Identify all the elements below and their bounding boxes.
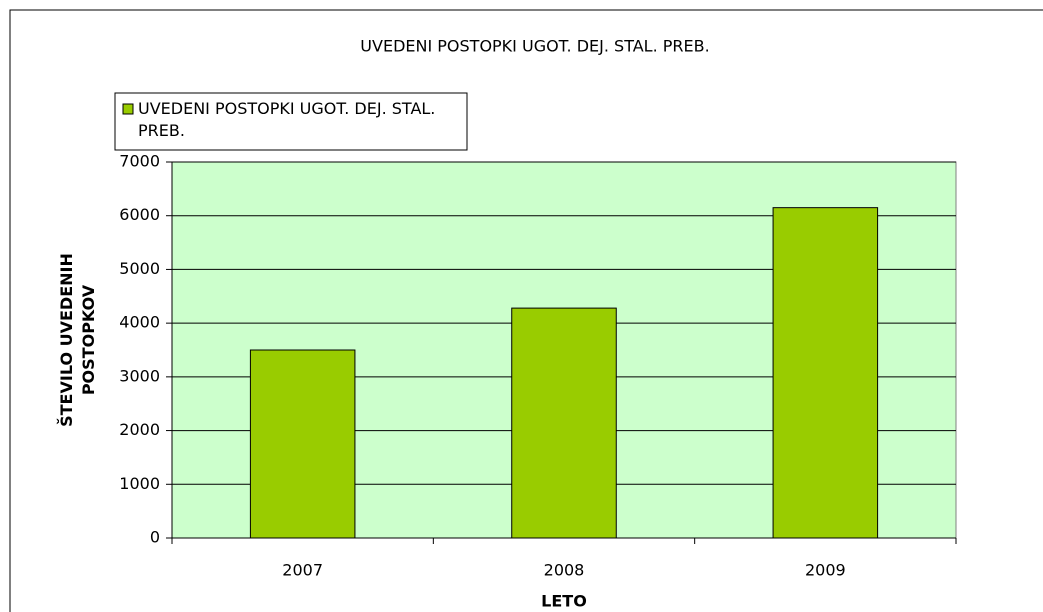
legend-box <box>114 92 468 151</box>
x-tick-label: 2008 <box>544 561 585 580</box>
x-axis-label: LETO <box>541 592 587 611</box>
x-tick-label: 2007 <box>282 561 323 580</box>
bar <box>772 207 879 539</box>
y-tick-label: 2000 <box>119 420 160 439</box>
bar <box>511 307 617 539</box>
y-tick-label: 4000 <box>119 313 160 332</box>
y-tick-label: 3000 <box>119 366 160 385</box>
y-tick-label: 7000 <box>119 152 160 171</box>
y-tick-label: 5000 <box>119 259 160 278</box>
y-tick-label: 1000 <box>119 474 160 493</box>
chart-title: UVEDENI POSTOPKI UGOT. DEJ. STAL. PREB. <box>360 37 709 56</box>
legend-label: UVEDENI POSTOPKI UGOT. DEJ. STAL. PREB. <box>138 99 436 140</box>
y-axis-label: ŠTEVILO UVEDENIH POSTOPKOV <box>57 253 98 427</box>
y-tick-label: 0 <box>150 528 160 547</box>
legend-swatch <box>122 103 134 115</box>
x-tick-label: 2009 <box>805 561 846 580</box>
bar <box>249 349 356 539</box>
y-tick-label: 6000 <box>119 205 160 224</box>
